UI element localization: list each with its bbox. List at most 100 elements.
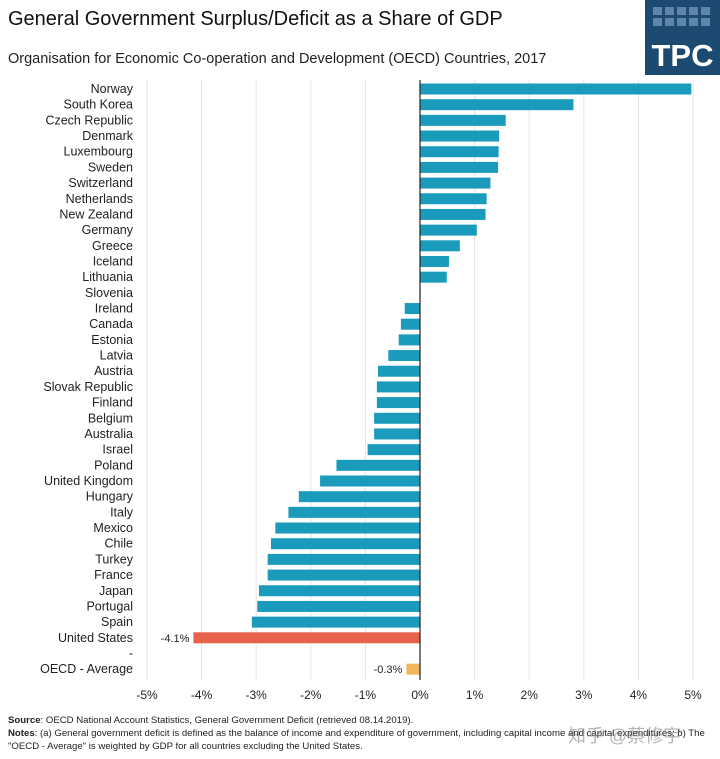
notes-line: Notes: (a) General government deficit is… <box>8 727 712 753</box>
x-tick-label: -1% <box>355 688 377 702</box>
category-label: Belgium <box>88 411 133 425</box>
bar <box>267 569 420 581</box>
category-label: Italy <box>110 505 134 519</box>
x-tick-label: -3% <box>246 688 268 702</box>
bar <box>367 444 420 456</box>
x-tick-label: 4% <box>630 688 648 702</box>
bar <box>374 412 420 424</box>
bar <box>420 208 486 220</box>
category-label: Sweden <box>88 160 133 174</box>
bar <box>257 600 420 612</box>
x-tick-label: -4% <box>191 688 213 702</box>
category-label: Slovak Republic <box>43 380 133 394</box>
notes-text: : (a) General government deficit is defi… <box>8 728 705 752</box>
category-label: - <box>129 646 133 660</box>
category-label: Denmark <box>82 129 133 143</box>
bar <box>400 318 420 330</box>
x-tick-label: 0% <box>411 688 429 702</box>
bar <box>270 538 420 550</box>
category-label: Poland <box>94 458 133 472</box>
bar <box>420 224 477 236</box>
tpc-logo: TPC <box>645 0 720 75</box>
x-tick-label: 5% <box>684 688 702 702</box>
category-label: OECD - Average <box>40 662 133 676</box>
bar <box>420 146 499 158</box>
category-label: Netherlands <box>66 192 133 206</box>
category-label: Norway <box>91 82 134 96</box>
bar <box>406 663 420 675</box>
data-label: -0.3% <box>374 664 403 676</box>
category-label: Canada <box>89 317 133 331</box>
bar <box>420 240 460 252</box>
category-label: Slovenia <box>85 286 133 300</box>
x-tick-label: 1% <box>466 688 484 702</box>
category-label: Luxembourg <box>64 145 134 159</box>
bar <box>420 271 447 283</box>
x-tick-label: -2% <box>300 688 322 702</box>
bar <box>398 334 420 346</box>
bar <box>267 553 420 565</box>
category-label: Chile <box>105 537 134 551</box>
bar <box>320 475 420 487</box>
category-label: Hungary <box>86 490 134 504</box>
bar <box>420 83 692 95</box>
category-label: Austria <box>94 364 133 378</box>
category-label: Israel <box>102 443 133 457</box>
bar <box>374 428 420 440</box>
category-label: United States <box>58 631 133 645</box>
bar <box>420 255 449 267</box>
category-label: New Zealand <box>59 207 133 221</box>
source-label: Source <box>8 715 41 726</box>
watermark: 知乎 @蔡修宇 <box>568 726 682 746</box>
category-label: Finland <box>92 396 133 410</box>
bar <box>275 522 420 534</box>
logo-text: TPC <box>652 38 714 73</box>
category-label: France <box>94 568 133 582</box>
bar <box>420 130 500 142</box>
bar <box>388 350 420 362</box>
category-label: Japan <box>99 584 133 598</box>
chart-subtitle: Organisation for Economic Co-operation a… <box>8 51 547 67</box>
category-label: Iceland <box>93 254 133 268</box>
bar <box>377 365 420 377</box>
source-text: : OECD National Account Statistics, Gene… <box>40 715 414 726</box>
bar <box>376 381 420 393</box>
category-label: Turkey <box>95 552 133 566</box>
notes-label: Notes <box>8 728 35 739</box>
bar <box>193 632 420 644</box>
bar <box>376 397 420 409</box>
bar <box>404 303 420 315</box>
bar <box>420 99 574 111</box>
category-label: Czech Republic <box>45 113 133 127</box>
category-label: Lithuania <box>82 270 133 284</box>
x-tick-label: -5% <box>136 688 158 702</box>
category-label: Latvia <box>100 349 133 363</box>
category-label: Ireland <box>95 302 133 316</box>
bar <box>420 193 487 205</box>
source-line: Source: OECD National Account Statistics… <box>8 714 712 727</box>
x-tick-label: 3% <box>575 688 593 702</box>
category-label: Spain <box>101 615 133 629</box>
bar <box>258 585 420 597</box>
category-label: Germany <box>82 223 134 237</box>
category-label: Australia <box>84 427 133 441</box>
bar <box>420 161 499 173</box>
bar <box>251 616 420 628</box>
category-label: Switzerland <box>68 176 133 190</box>
category-label: Greece <box>92 239 133 253</box>
category-label: Estonia <box>91 333 133 347</box>
bar <box>298 491 420 503</box>
tpc-logo-graphic: TPC <box>645 0 720 75</box>
bar <box>336 459 420 471</box>
category-label: United Kingdom <box>44 474 133 488</box>
category-label: Mexico <box>93 521 133 535</box>
data-label: -4.1% <box>161 633 190 645</box>
bar <box>420 177 491 189</box>
category-label: Portugal <box>86 599 133 613</box>
category-label: South Korea <box>64 98 134 112</box>
x-tick-label: 2% <box>521 688 539 702</box>
footnotes: Source: OECD National Account Statistics… <box>8 714 712 753</box>
axes: -5% -4% -3% -2% -1% 0% 1% 2% 3% 4% 5% <box>136 80 702 702</box>
